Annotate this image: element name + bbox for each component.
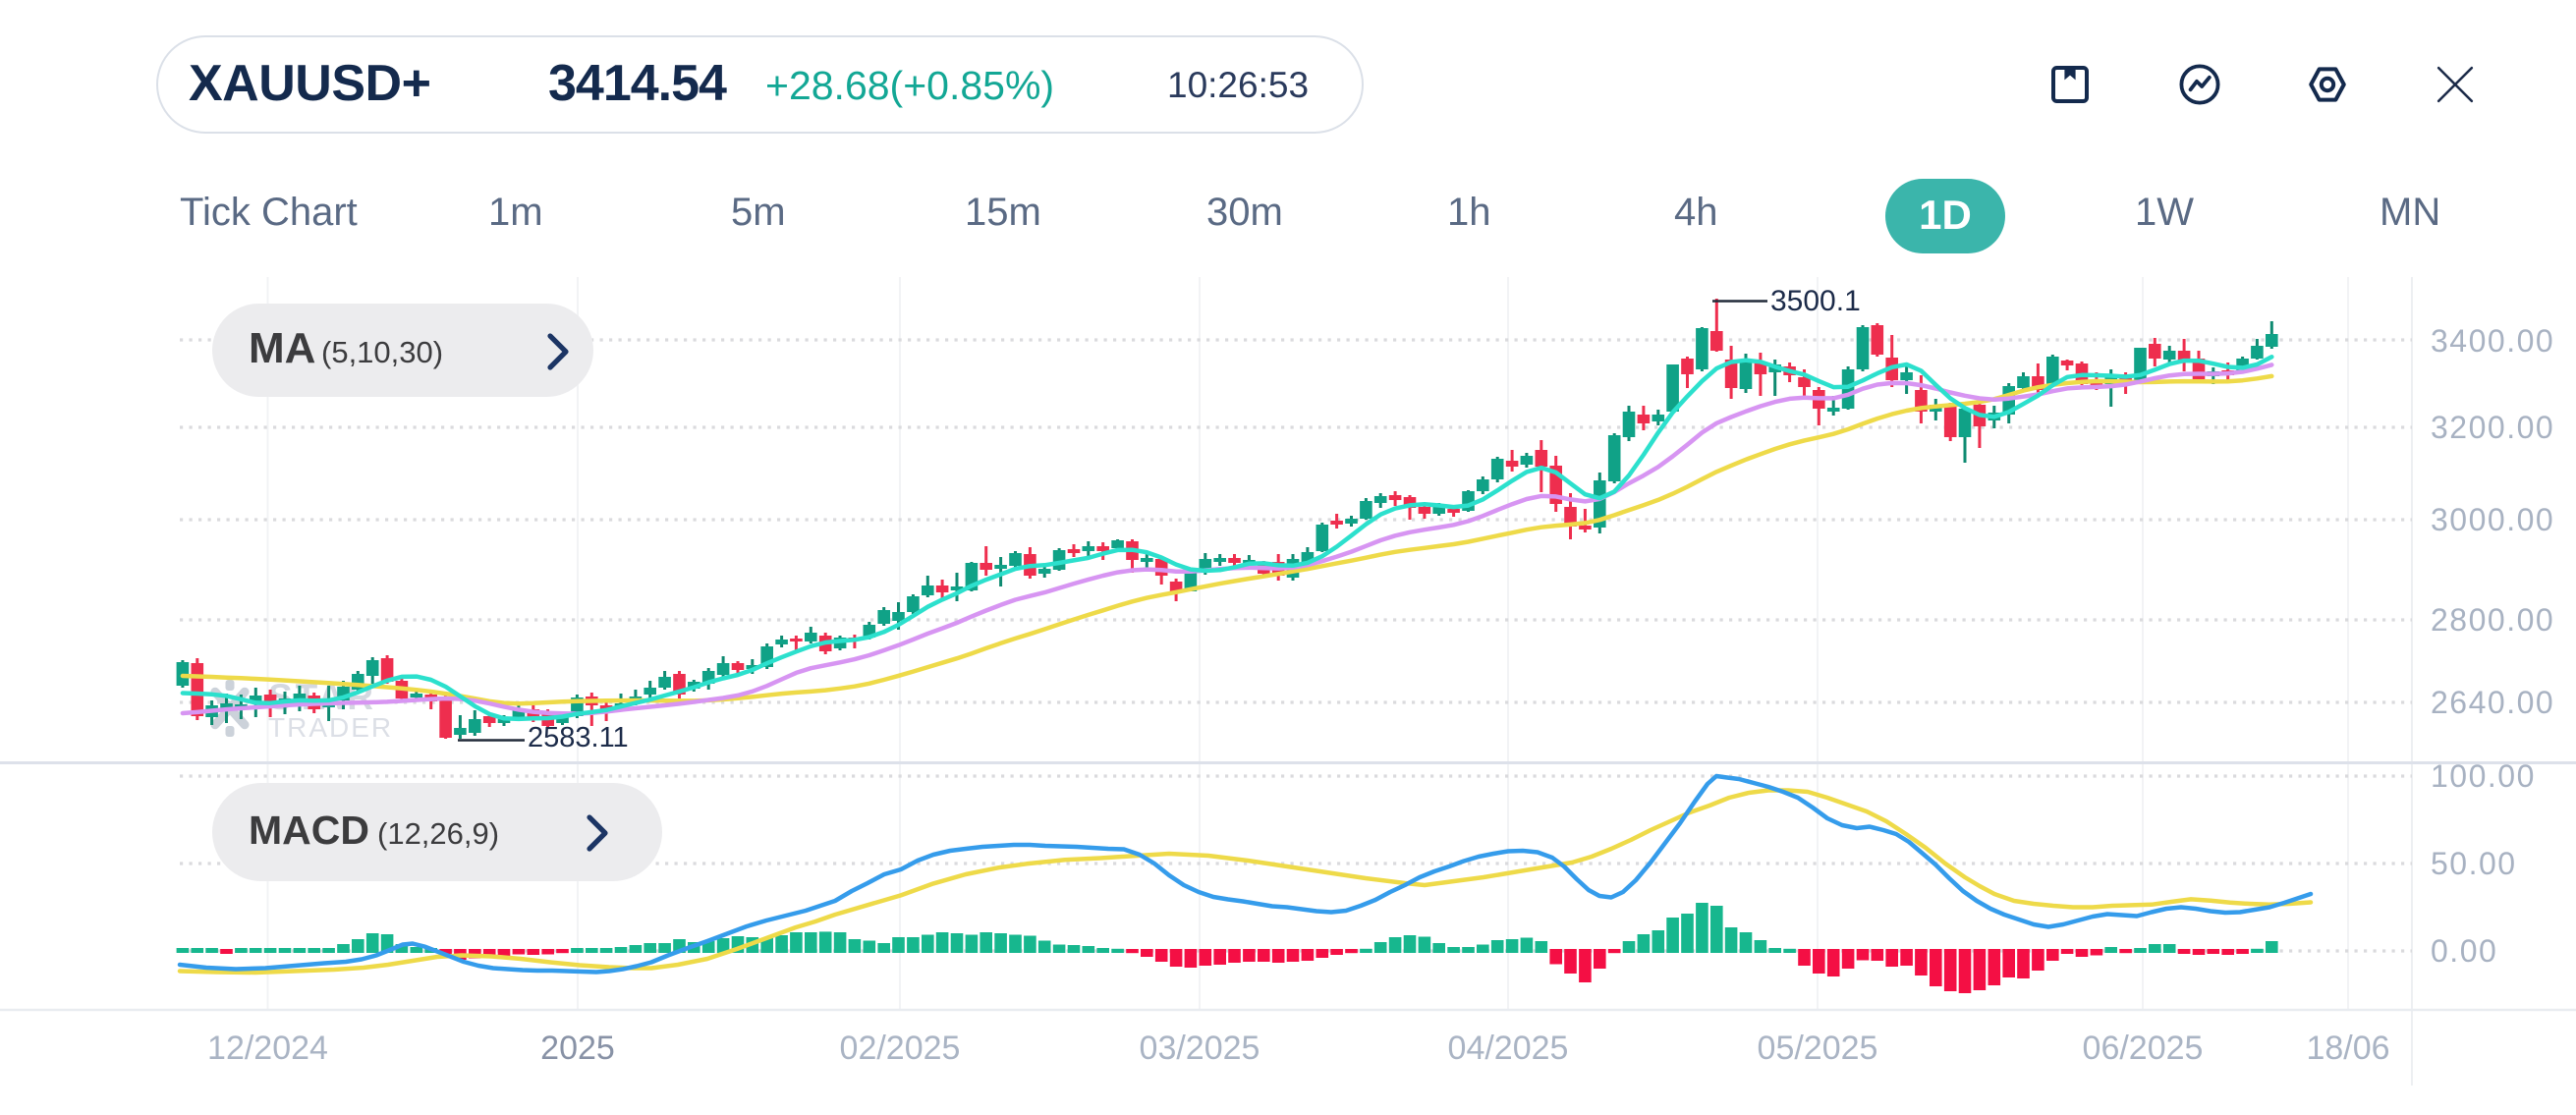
svg-text:18/06: 18/06 — [2306, 1030, 2389, 1067]
svg-text:TRADER: TRADER — [268, 712, 393, 743]
svg-text:06/2025: 06/2025 — [2083, 1030, 2204, 1067]
svg-text:02/2025: 02/2025 — [840, 1030, 961, 1067]
svg-text:12/2024: 12/2024 — [207, 1030, 328, 1067]
svg-text:2583.11: 2583.11 — [528, 722, 629, 753]
svg-text:50.00: 50.00 — [2431, 846, 2517, 881]
svg-text:2025: 2025 — [540, 1030, 615, 1067]
svg-text:04/2025: 04/2025 — [1448, 1030, 1569, 1067]
svg-text:3400.00: 3400.00 — [2431, 323, 2554, 359]
svg-text:3200.00: 3200.00 — [2431, 410, 2554, 445]
svg-text:100.00: 100.00 — [2431, 758, 2536, 794]
svg-text:3000.00: 3000.00 — [2431, 502, 2554, 537]
svg-text:2800.00: 2800.00 — [2431, 602, 2554, 638]
svg-text:03/2025: 03/2025 — [1140, 1030, 1260, 1067]
svg-text:05/2025: 05/2025 — [1758, 1030, 1878, 1067]
svg-text:2640.00: 2640.00 — [2431, 685, 2554, 720]
svg-text:3500.1: 3500.1 — [1770, 285, 1861, 317]
svg-text:0.00: 0.00 — [2431, 933, 2497, 969]
